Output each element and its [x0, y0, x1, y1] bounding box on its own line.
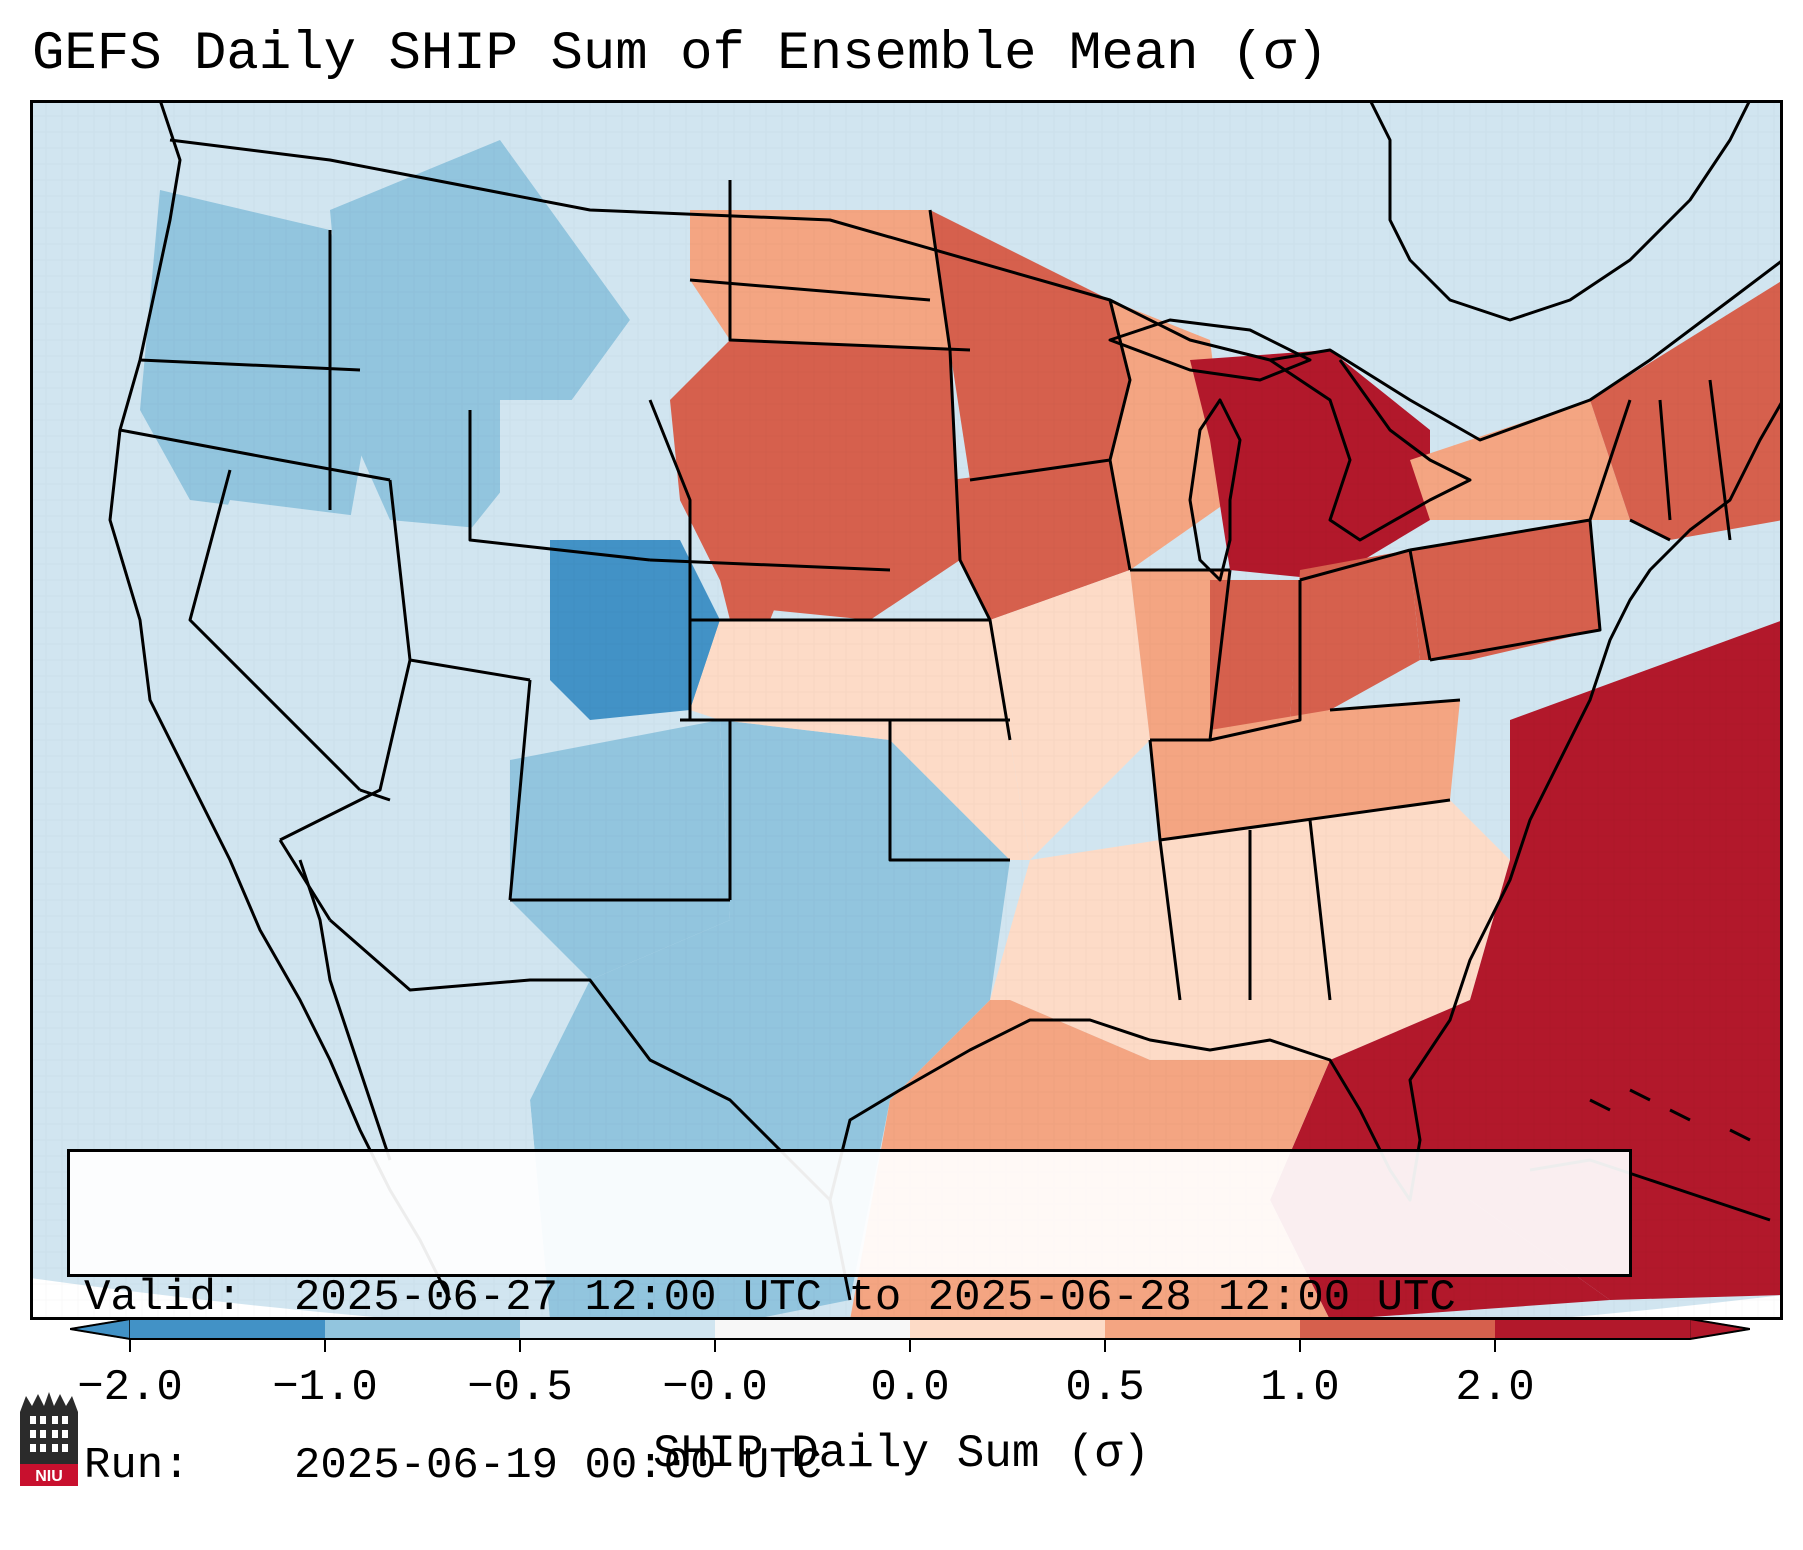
map-title: GEFS Daily SHIP Sum of Ensemble Mean (σ): [32, 24, 1329, 85]
lake-superior: [1108, 318, 1312, 382]
lake-huron-erie: [1269, 358, 1472, 542]
coastline-canada-east: [1368, 100, 1752, 322]
run-label: Run:: [84, 1441, 190, 1491]
colorbar: [70, 1318, 1750, 1352]
colorbar-segment: [130, 1319, 326, 1339]
colorbar-tick-label: −0.5: [467, 1363, 573, 1413]
bahamas: [1589, 1088, 1751, 1142]
logo-text: NIU: [35, 1468, 63, 1485]
colorbar-tick-label: 1.0: [1260, 1363, 1340, 1413]
colorbar-segment: [325, 1319, 521, 1339]
colorbar-tick-label: 0.0: [870, 1363, 950, 1413]
colorbar-extend-high: [1689, 1318, 1750, 1340]
coastline-baja: [298, 859, 392, 1161]
colorbar-segment: [520, 1319, 716, 1339]
colorbar-label: SHIP Daily Sum (σ): [653, 1428, 1150, 1480]
logo-banner: [20, 1464, 78, 1486]
colorbar-tick-label: 2.0: [1455, 1363, 1535, 1413]
colorbar-segment: [1495, 1319, 1691, 1339]
forecast-map: [30, 100, 1783, 1320]
niu-logo: NIU: [20, 1392, 78, 1486]
run-value: 2025-06-19 00:00 UTC: [294, 1441, 823, 1491]
colorbar-tick-label: −2.0: [77, 1363, 183, 1413]
colorbar-extend-low: [70, 1318, 131, 1340]
colorbar-segment: [910, 1319, 1106, 1339]
border-states-west: [119, 230, 730, 921]
colorbar-tick-label: −1.0: [272, 1363, 378, 1413]
border-states-midwest: [969, 299, 1732, 1001]
border-states-plains: [648, 180, 1012, 900]
valid-value: 2025-06-27 12:00 UTC to 2025-06-28 12:00…: [294, 1273, 1456, 1323]
valid-label: Valid:: [84, 1273, 243, 1323]
colorbar-segment: [715, 1319, 911, 1339]
lake-michigan: [1188, 398, 1242, 582]
colorbar-segment: [1300, 1319, 1496, 1339]
colorbar-tick-label: −0.0: [662, 1363, 768, 1413]
colorbar-segment: [1105, 1319, 1301, 1339]
valid-run-info-box: Valid: 2025-06-27 12:00 UTC to 2025-06-28…: [67, 1149, 1632, 1491]
coastline-gulf: [828, 399, 1783, 1301]
colorbar-tick-label: 0.5: [1065, 1363, 1145, 1413]
